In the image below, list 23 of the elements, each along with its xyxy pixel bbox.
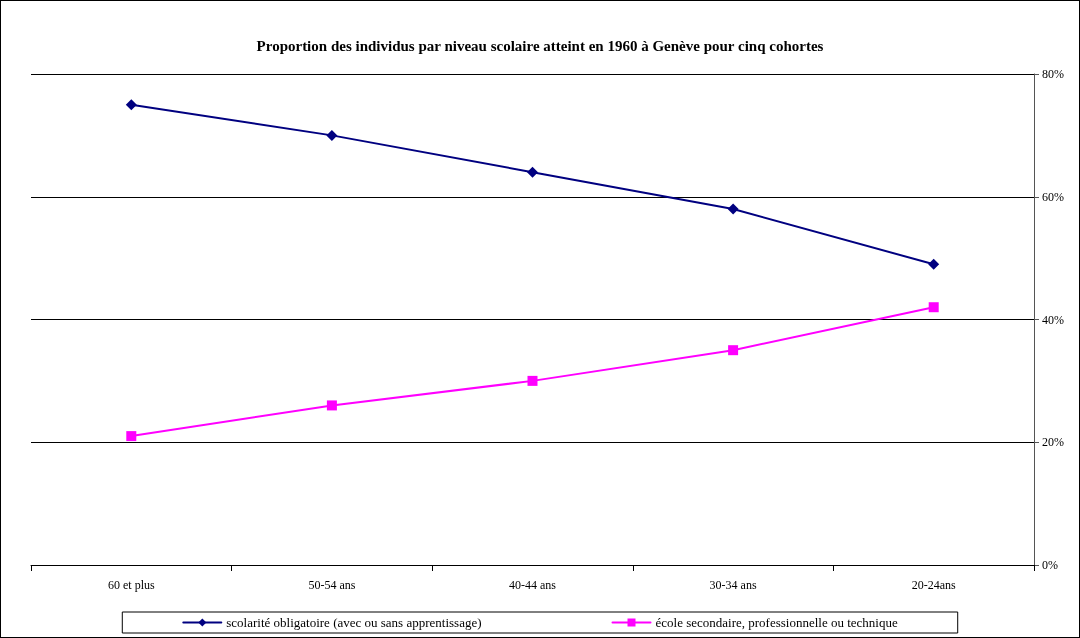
y-tick-label: 20% (1042, 435, 1064, 450)
point (527, 166, 538, 178)
point (527, 375, 538, 386)
y-tick-label: 60% (1042, 189, 1064, 204)
legend-label: scolarité obligatoire (avec ou sans apprentissage) (226, 615, 482, 630)
point (928, 302, 939, 313)
point (326, 400, 337, 411)
x-tick-label: 30-34 ans (709, 578, 757, 592)
x-tick-label: 60 et plus (107, 578, 155, 592)
point (126, 431, 137, 442)
point (928, 258, 940, 270)
y-tick-label: 0% (1042, 558, 1058, 572)
point (727, 203, 739, 215)
x-tick-label: 40-44 ans (509, 578, 557, 592)
point (728, 345, 739, 356)
point (326, 129, 338, 141)
y-tick-label: 40% (1042, 312, 1064, 327)
point (125, 99, 137, 111)
y-tick-label: 80% (1042, 67, 1064, 81)
x-tick-label: 50-54 ans (308, 578, 356, 592)
x-tick-label: 20-24ans (911, 578, 957, 592)
legend-label: école secondaire, professionnelle ou technique (655, 615, 898, 630)
chart-title: Proportion des individus par niveau scolaire atteint en 1960 à Genève pour cinq cohortes (256, 37, 824, 54)
